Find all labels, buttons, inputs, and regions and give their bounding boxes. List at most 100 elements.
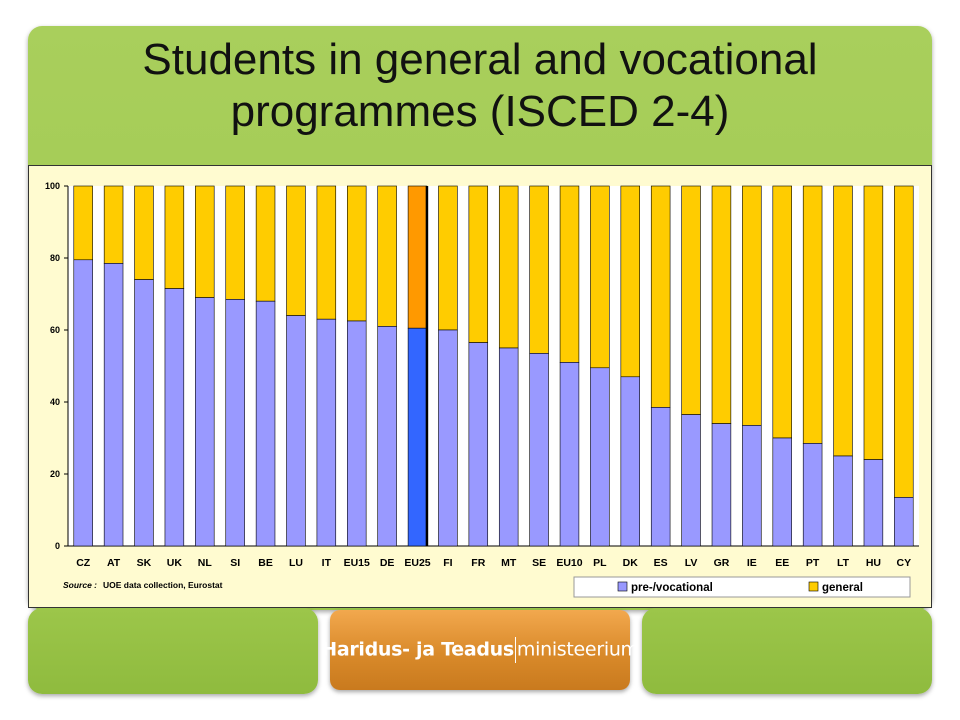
bar-general-be [255,185,276,302]
bar-vocational-si [225,299,245,547]
bar-general-se [529,185,549,354]
bar-general-eu10 [559,185,580,363]
bar-general-eu25 [407,185,428,329]
slide-bottom-left-panel [28,608,318,694]
x-tick-label: PT [806,557,820,569]
x-tick-label: NL [198,557,213,569]
bar-vocational-at [103,263,124,547]
bar-general-nl [195,185,215,298]
logo-text-part1: Haridus- ja Teadus [321,638,514,661]
bar-vocational-fi [438,329,458,547]
x-tick-label: CZ [76,557,91,569]
bar-vocational-fr [468,342,489,547]
bar-vocational-pt [802,443,823,547]
x-tick-label: FI [443,557,452,569]
bar-general-es [650,185,671,408]
y-tick-label: 20 [50,469,60,479]
stacked-bar-chart: 0 20 40 60 80 100 CZ AT SK UK NL SI BE LU IT EU15 DE EU25… [45,181,919,598]
bar-vocational-eu15 [347,320,367,547]
bar-vocational-it [316,318,337,547]
bar-vocational-nl [195,297,215,547]
bar-vocational-de [377,326,397,547]
slide-bottom-right-panel [642,608,932,694]
bar-general-at [103,185,124,264]
bar-general-eu15 [347,185,367,322]
x-tick-label: IE [747,557,757,569]
bar-vocational-be [255,300,276,547]
x-tick-label: SK [137,557,152,569]
logo-separator [514,637,516,663]
x-tick-label: EU25 [404,557,430,569]
legend-label-general: general [822,582,863,594]
bar-general-cy [894,185,914,498]
x-tick-label: CY [897,557,912,569]
bar-general-hu [863,185,884,460]
bar-general-dk [620,185,640,378]
bar-vocational-sk [134,279,154,547]
bar-vocational-se [529,353,549,547]
bar-general-gr [711,185,732,424]
x-tick-label: EU10 [556,557,582,569]
legend-swatch-vocational [617,581,628,592]
x-tick-label: SI [230,557,240,569]
bar-general-fi [438,185,458,331]
x-tick-label: LV [685,557,698,569]
source-label: Source : [63,580,97,590]
logo-text-part2: ministeerium [516,638,639,661]
x-tick-label: SE [532,557,546,569]
y-tick-label: 80 [50,253,60,263]
bar-vocational-eu25 [407,327,428,547]
bar-vocational-es [650,407,671,547]
x-tick-label: GR [714,557,730,569]
bar-general-pt [802,185,823,444]
bar-vocational-gr [711,423,732,547]
bar-general-fr [468,185,489,343]
bar-vocational-cy [894,497,914,547]
bar-general-lt [833,185,853,457]
bar-general-lu [286,185,306,316]
x-tick-label: LU [289,557,303,569]
bar-general-uk [164,185,185,289]
bar-general-cz [73,185,93,261]
y-tick-label: 100 [45,181,60,191]
bar-vocational-lt [833,455,853,547]
x-tick-label: FR [471,557,485,569]
x-tick-label: MT [501,557,517,569]
bar-vocational-uk [164,288,185,547]
bar-general-ie [742,185,762,426]
y-tick-label: 40 [50,397,60,407]
bar-vocational-lv [681,414,701,547]
x-tick-label: LT [837,557,850,569]
chart-frame: 0 20 40 60 80 100 CZ AT SK UK NL SI BE LU IT EU15 DE EU25… [28,165,932,608]
x-tick-label: ES [654,557,668,569]
x-tick-label: EU15 [344,557,370,569]
bar-general-de [377,185,397,327]
bar-vocational-dk [620,376,640,547]
bar-general-mt [498,185,519,349]
bar-vocational-mt [498,347,519,547]
bar-vocational-pl [590,367,610,547]
x-tick-label: DE [380,557,395,569]
ministry-logo-text: Haridus- ja Teadus ministeerium [321,637,639,663]
x-tick-label: DK [623,557,639,569]
ministry-logo: Haridus- ja Teadus ministeerium [321,610,639,690]
bar-vocational-cz [73,259,93,547]
x-tick-label: IT [322,557,332,569]
legend-box [573,576,911,598]
x-tick-label: UK [167,557,183,569]
bar-vocational-lu [286,315,306,547]
y-tick-label: 0 [55,541,60,551]
source-text: UOE data collection, Eurostat [103,580,223,590]
legend-label-vocational: pre-/vocational [631,582,713,594]
x-tick-label: AT [107,557,121,569]
x-tick-label: EE [775,557,789,569]
x-tick-label: HU [866,557,881,569]
bar-general-sk [134,185,154,280]
x-tick-label: BE [258,557,273,569]
bar-general-ee [772,185,792,439]
bar-general-it [316,185,337,320]
x-tick-label: PL [593,557,607,569]
bar-general-si [225,185,245,300]
bar-general-pl [590,185,610,369]
bar-vocational-hu [863,459,884,547]
